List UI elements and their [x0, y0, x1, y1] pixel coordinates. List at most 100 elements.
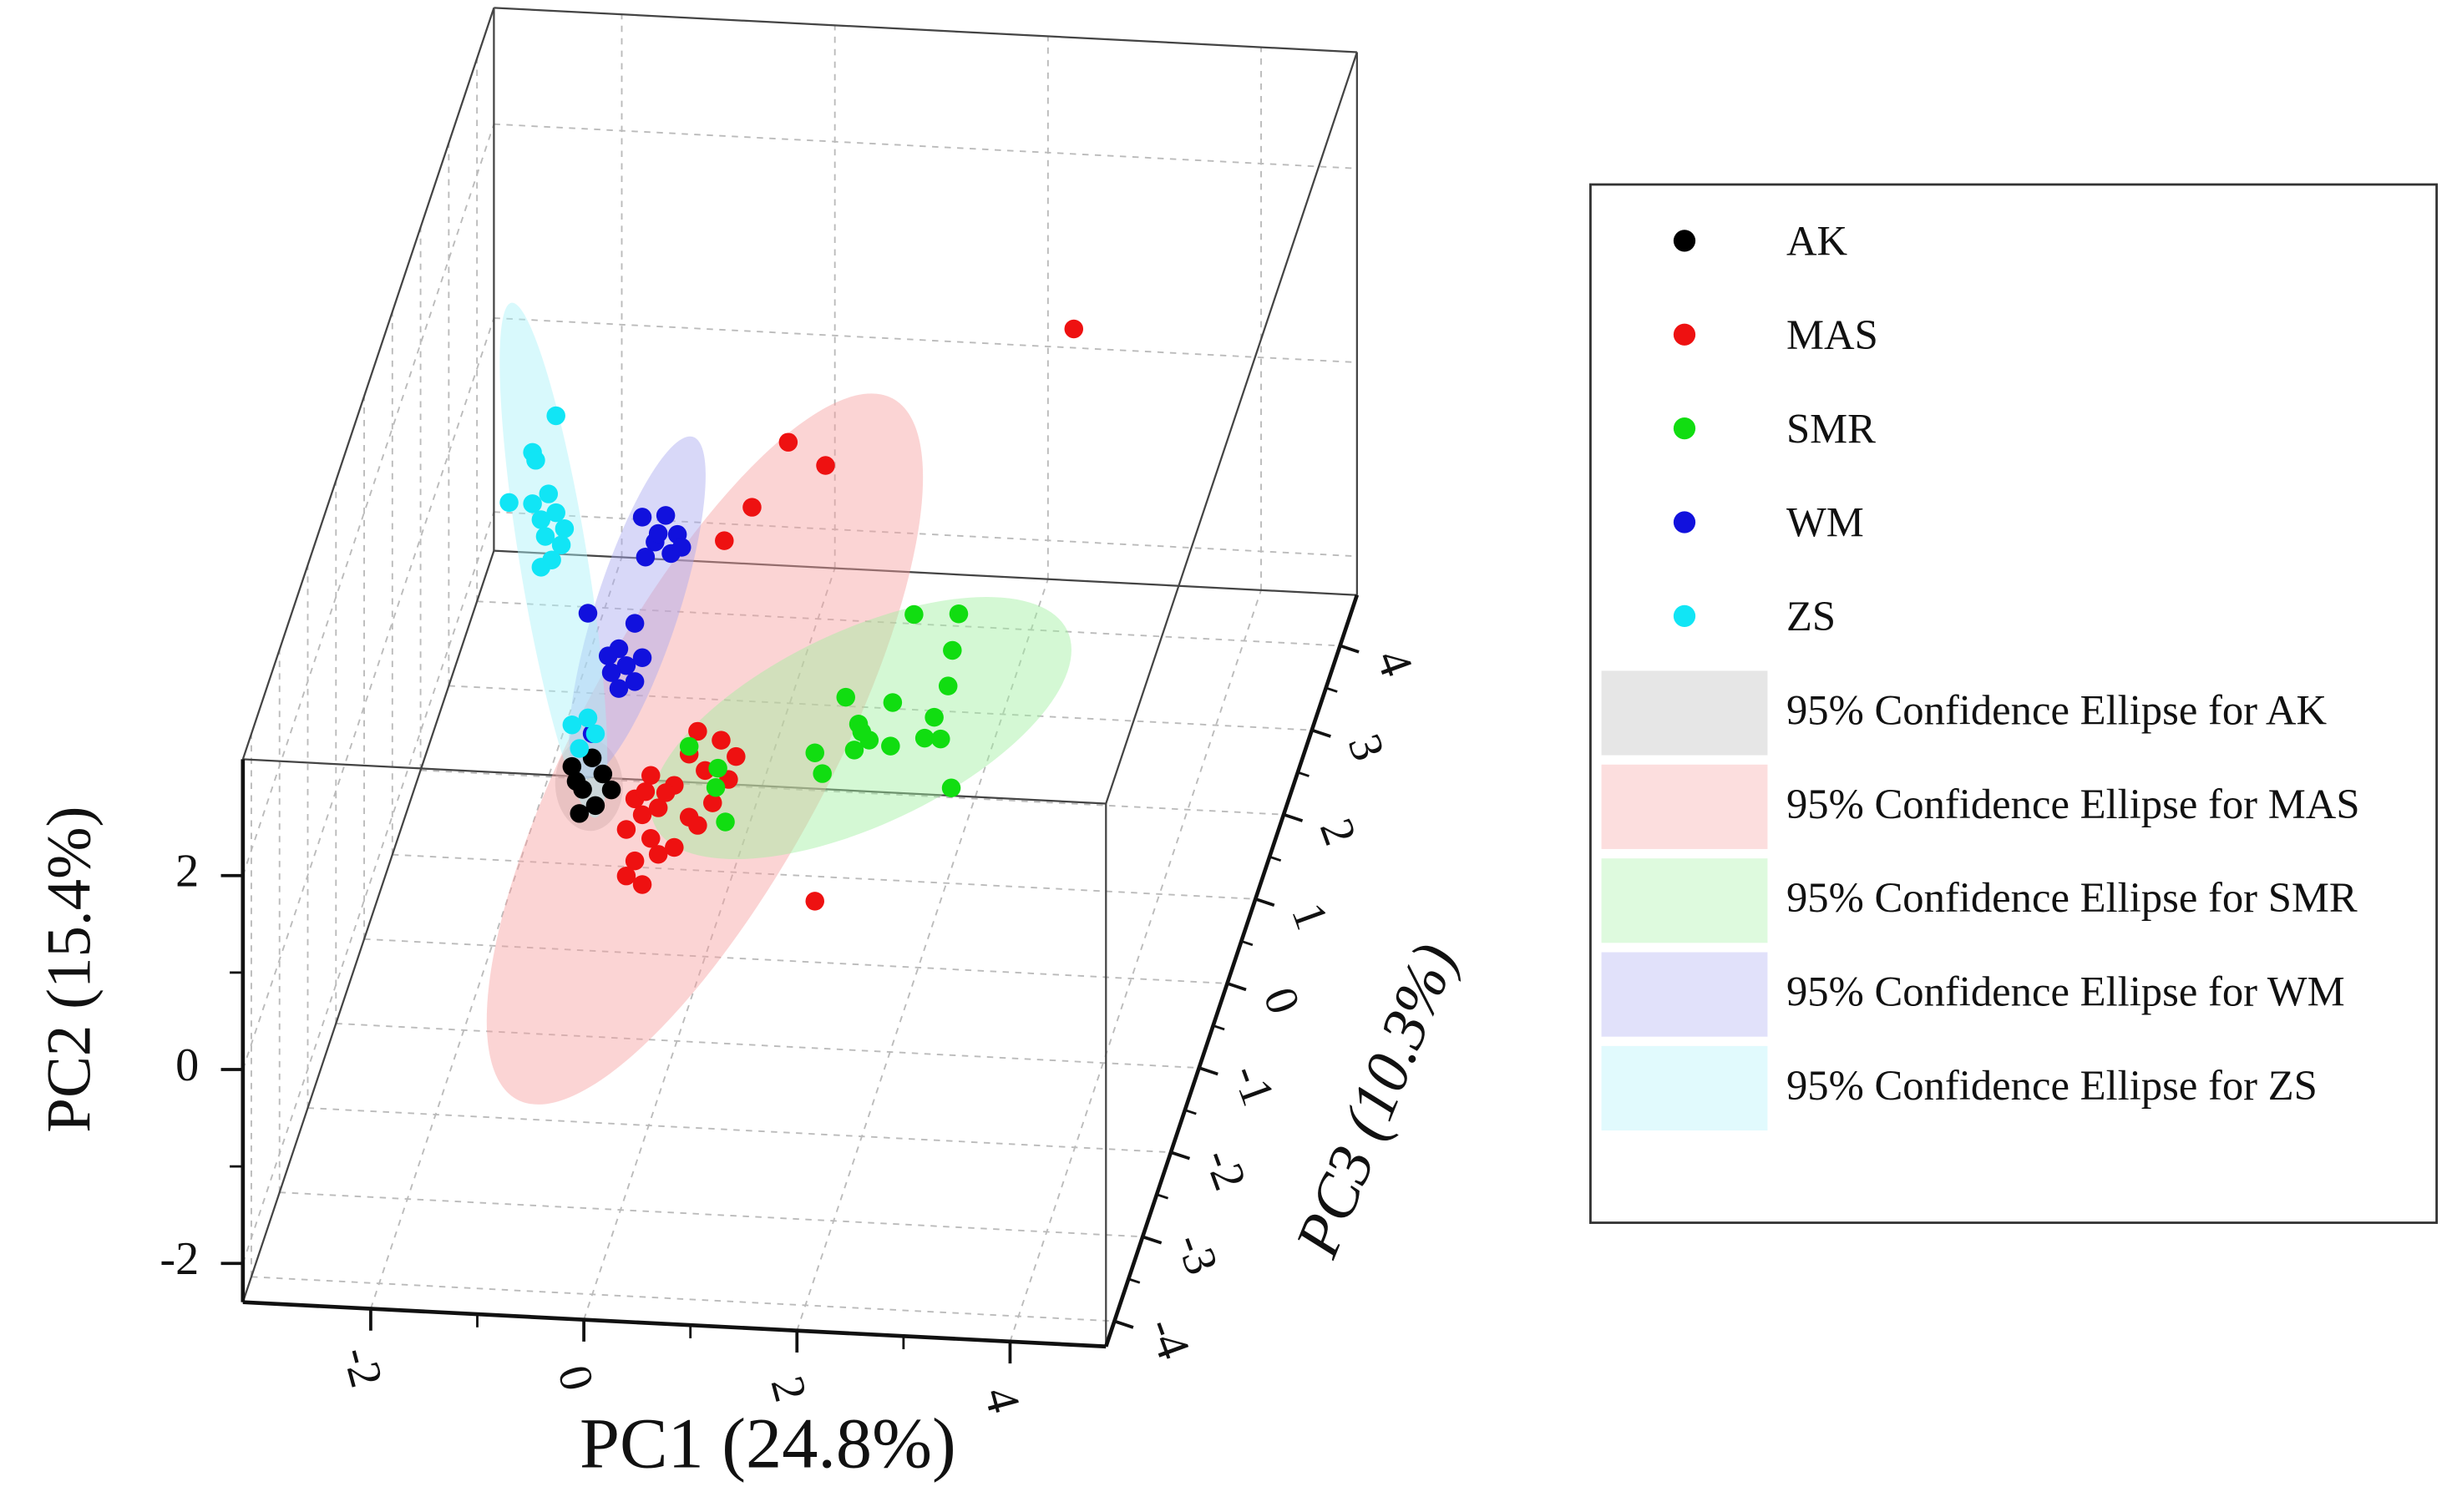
point [499, 493, 519, 513]
z-tick-minor [1184, 1109, 1197, 1115]
point [688, 721, 707, 741]
point [938, 676, 958, 695]
point [665, 837, 684, 857]
z-tick [1113, 1319, 1134, 1329]
legend-swatch [1601, 764, 1768, 849]
box-edge [241, 550, 495, 1303]
point [943, 640, 962, 660]
point [546, 406, 565, 426]
point [805, 743, 824, 762]
point [531, 558, 551, 577]
point [708, 758, 727, 778]
point [523, 494, 542, 513]
z-tick [1311, 728, 1331, 738]
legend-swatch [1601, 670, 1768, 756]
z-tick [1198, 1066, 1218, 1076]
z-tick-minor [1269, 855, 1282, 862]
point [551, 535, 571, 554]
point [656, 506, 676, 525]
z-tick-minor [1240, 940, 1254, 947]
point [601, 780, 621, 800]
point [852, 722, 872, 741]
legend-label: 95% Confidence Ellipse for MAS [1786, 781, 2360, 827]
point [625, 851, 645, 871]
grid-line [494, 123, 1357, 169]
point [715, 531, 734, 550]
point [931, 729, 950, 749]
grid-line [363, 938, 1228, 984]
point [578, 708, 598, 728]
box-edge [494, 7, 1357, 53]
grid-line [392, 853, 1256, 900]
grid-line [279, 1191, 1143, 1238]
z-tick-minor [1297, 771, 1310, 777]
point [688, 816, 707, 835]
point [671, 538, 692, 557]
point [742, 498, 762, 517]
point [816, 456, 835, 475]
z-tick [1339, 644, 1360, 654]
point [632, 805, 652, 825]
legend-marker [1673, 604, 1696, 627]
legend-marker [1673, 323, 1696, 346]
point [535, 527, 555, 546]
legend-swatch [1601, 1045, 1768, 1131]
point [632, 648, 652, 668]
point [616, 820, 636, 839]
point [531, 510, 551, 529]
point [555, 518, 575, 539]
point [656, 783, 676, 802]
y-tick-label: 2 [175, 846, 199, 898]
point [570, 739, 590, 758]
z-tick [1142, 1235, 1163, 1245]
box-edge [241, 8, 495, 760]
point [609, 679, 629, 698]
y-tick-label: 0 [175, 1039, 199, 1091]
y-axis-title: PC2 (15.4%) [34, 807, 104, 1133]
point [778, 432, 798, 452]
point [706, 778, 726, 797]
box-edge [1105, 52, 1358, 804]
grid-line [251, 1276, 1115, 1322]
point [585, 724, 605, 744]
legend-swatch [1601, 952, 1768, 1037]
point [546, 503, 565, 523]
point [904, 604, 924, 625]
point [836, 687, 855, 707]
point [648, 798, 668, 817]
x-axis [242, 1300, 1107, 1349]
legend-label: MAS [1786, 311, 1878, 358]
point [578, 604, 598, 623]
point [813, 764, 832, 783]
z-tick-minor [1213, 1024, 1225, 1031]
point [625, 614, 645, 633]
point [805, 892, 824, 911]
point [949, 604, 969, 624]
legend-marker [1673, 230, 1696, 252]
point [941, 778, 961, 798]
point [914, 728, 935, 748]
legend-marker [1673, 417, 1696, 440]
z-tick [1283, 812, 1304, 822]
point [562, 756, 582, 776]
point [585, 796, 605, 816]
point [632, 875, 652, 894]
point [712, 731, 731, 750]
z-tick-minor [1127, 1277, 1141, 1284]
point [641, 829, 661, 848]
grid-line [307, 1107, 1172, 1154]
x-axis-title: PC1 (24.8%) [580, 1403, 956, 1484]
point [702, 793, 722, 812]
y-tick-label: -2 [160, 1233, 199, 1285]
point [883, 693, 903, 712]
legend-label: ZS [1786, 593, 1836, 640]
point [1064, 319, 1084, 339]
grid-line [420, 769, 1284, 816]
point [598, 646, 618, 665]
legend-marker [1673, 511, 1696, 533]
point [636, 547, 656, 567]
point [601, 663, 621, 682]
point [632, 508, 652, 527]
z-tick [1226, 982, 1247, 992]
